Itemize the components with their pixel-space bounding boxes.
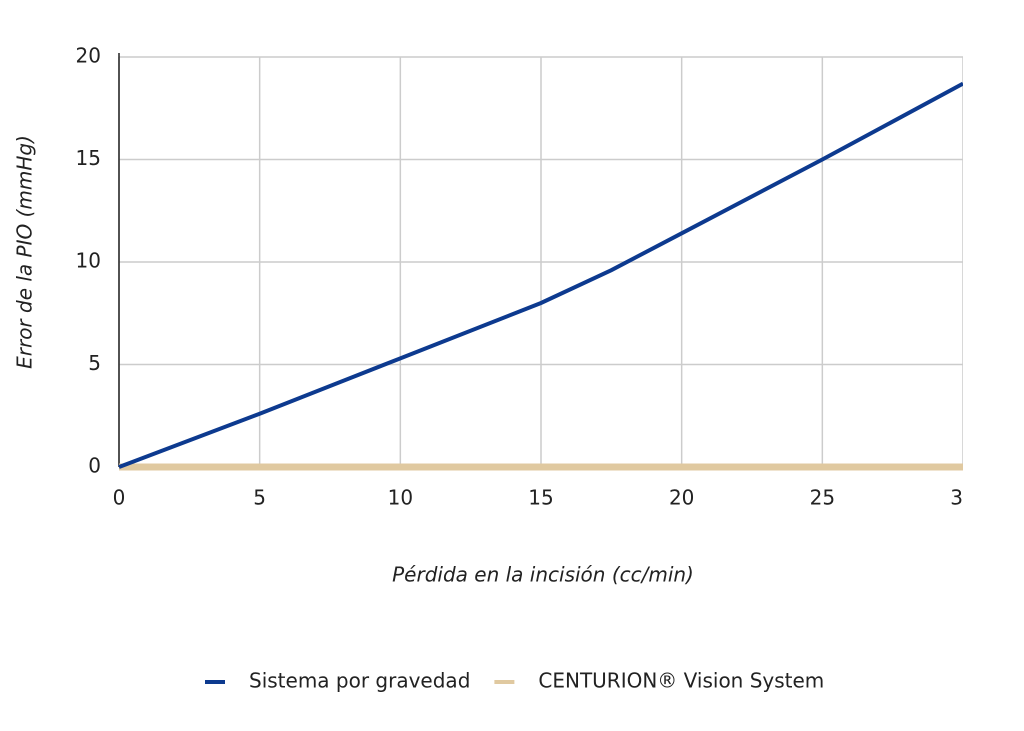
x-tick-label: 30 xyxy=(950,486,975,510)
y-tick-label: 0 xyxy=(88,454,101,478)
plot: 0 5 10 15 20 0 5 10 15 20 25 30 xyxy=(76,44,975,510)
y-axis-label: Error de la PIO (mmHg) xyxy=(13,135,37,369)
y-tick-label: 15 xyxy=(76,146,101,170)
legend-label: Sistema por gravedad xyxy=(249,669,470,693)
x-tick-label: 5 xyxy=(253,486,266,510)
x-tick-label: 10 xyxy=(388,486,413,510)
x-axis-label: Pérdida en la incisión (cc/min) xyxy=(392,563,694,587)
x-tick-label: 15 xyxy=(528,486,553,510)
y-tick-label: 10 xyxy=(76,249,101,273)
legend-label: CENTURION® Vision System xyxy=(538,669,824,693)
y-tick-label: 5 xyxy=(88,351,101,375)
x-tick-label: 20 xyxy=(669,486,694,510)
x-tick-label: 25 xyxy=(810,486,835,510)
y-tick-label: 20 xyxy=(76,44,101,68)
series-line xyxy=(118,81,963,469)
x-tick-label: 0 xyxy=(113,486,126,510)
